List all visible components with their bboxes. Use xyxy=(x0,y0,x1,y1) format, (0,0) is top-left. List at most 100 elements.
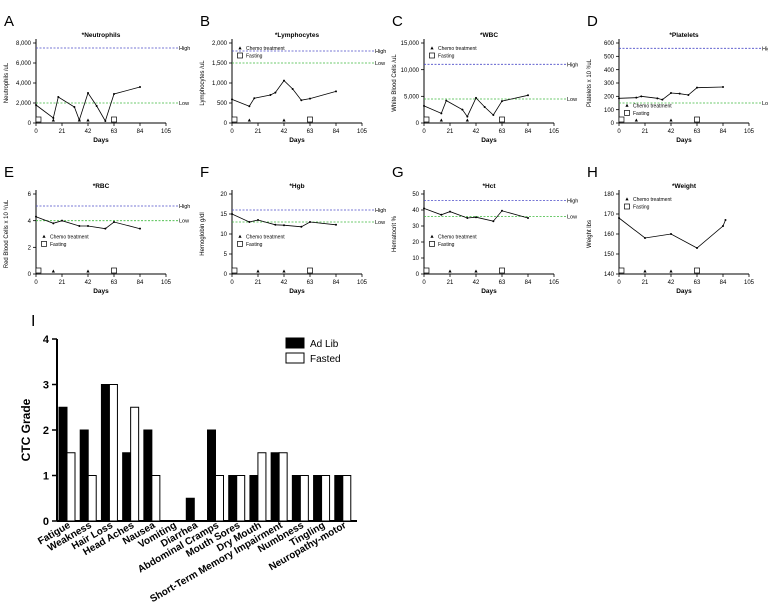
data-point xyxy=(696,86,698,89)
data-point xyxy=(113,221,115,223)
data-point xyxy=(52,117,55,119)
y-tick-label: 2 xyxy=(43,425,49,437)
data-point xyxy=(274,91,277,94)
fasting-marker xyxy=(618,267,625,274)
x-tick-label: 42 xyxy=(281,280,288,286)
x-tick-label: 84 xyxy=(137,129,144,135)
y-tick-label: 140 xyxy=(604,272,615,278)
legend-fasting-label: Fasting xyxy=(246,54,263,60)
x-tick-label: 42 xyxy=(473,280,480,286)
x-tick-label: 63 xyxy=(694,280,701,286)
data-point xyxy=(95,105,98,107)
bar-fasted xyxy=(66,452,76,522)
data-point xyxy=(57,96,60,98)
data-point xyxy=(248,221,251,223)
data-point xyxy=(722,86,724,88)
high-label: High xyxy=(762,46,768,52)
x-tick-label: 63 xyxy=(307,129,314,135)
data-series-line xyxy=(35,216,141,230)
x-tick-label: 105 xyxy=(744,280,755,286)
fasting-marker xyxy=(111,267,117,274)
x-tick-label: 0 xyxy=(422,129,426,135)
y-tick-label: 0 xyxy=(28,272,32,278)
y-axis-label: Hematocrit % xyxy=(392,215,398,252)
x-tick-label: 21 xyxy=(59,280,66,286)
y-tick-label: 0 xyxy=(28,121,32,127)
data-point xyxy=(670,233,672,235)
y-tick-label: 0 xyxy=(416,121,420,127)
data-point xyxy=(440,213,443,216)
data-point xyxy=(139,86,141,88)
data-point xyxy=(248,105,251,108)
fasting-marker xyxy=(231,267,238,274)
data-point xyxy=(501,100,503,103)
data-point xyxy=(492,114,495,116)
bar-ad-lib xyxy=(313,475,323,522)
legend-fasting-label: Fasting xyxy=(438,242,455,248)
low-label: Low xyxy=(567,214,577,220)
data-point xyxy=(656,97,659,100)
x-tick-label: 84 xyxy=(720,280,727,286)
panel-letter: B xyxy=(200,13,210,30)
y-tick-label: 6,000 xyxy=(16,61,32,67)
legend-chemo-icon xyxy=(238,46,242,50)
legend-fasting-label: Fasting xyxy=(246,242,263,248)
fasting-marker xyxy=(694,116,700,123)
data-point xyxy=(640,95,643,98)
legend-fasting-icon xyxy=(237,52,243,59)
data-point xyxy=(291,88,294,90)
fasting-marker xyxy=(307,267,313,274)
y-tick-label: 4 xyxy=(43,334,50,346)
panel-letter: I xyxy=(31,313,35,330)
y-tick-label: 30 xyxy=(412,224,419,230)
data-point xyxy=(300,225,303,228)
x-tick-label: 42 xyxy=(85,280,92,286)
x-tick-label: 63 xyxy=(111,129,118,135)
fasting-marker xyxy=(694,267,700,274)
y-tick-label: 6 xyxy=(28,192,32,198)
y-axis-label: Lymphocytes /uL xyxy=(200,60,206,106)
data-point xyxy=(283,79,285,82)
y-tick-label: 2 xyxy=(28,246,32,252)
data-series-line xyxy=(231,79,337,107)
legend-fasting-label: Fasting xyxy=(438,54,455,60)
legend-fasting-icon xyxy=(237,241,243,247)
bar-ad-lib xyxy=(122,452,132,522)
x-tick-label: 63 xyxy=(499,280,506,286)
panel-title: *Lymphocytes xyxy=(275,32,320,39)
bar-fasted xyxy=(278,452,288,522)
x-tick-label: 21 xyxy=(255,129,262,135)
y-tick-label: 170 xyxy=(604,212,615,218)
x-tick-label: 105 xyxy=(549,280,560,286)
y-tick-label: 10 xyxy=(220,232,227,238)
fasting-marker xyxy=(499,267,505,274)
x-tick-label: 63 xyxy=(111,280,118,286)
x-tick-label: 84 xyxy=(525,129,532,135)
legend-fasting-icon xyxy=(624,110,630,116)
chemo-marker xyxy=(86,269,90,273)
bar-fasted xyxy=(321,475,331,522)
data-point xyxy=(501,209,503,212)
data-series-line xyxy=(231,213,337,228)
data-point xyxy=(61,219,63,222)
panel-title: *Weight xyxy=(672,183,697,190)
x-tick-label: 84 xyxy=(333,280,340,286)
bar-fasted xyxy=(87,475,97,522)
fasting-marker xyxy=(35,267,42,274)
x-tick-label: 0 xyxy=(422,280,426,286)
panel-g: G *Hct 0 10 20 30 40 50 0 21 42 63 84 105 Days Hematocr… xyxy=(392,164,578,295)
data-point xyxy=(269,94,272,96)
bar-ad-lib xyxy=(58,406,68,522)
y-tick-label: 15 xyxy=(220,212,227,218)
low-label: Low xyxy=(375,220,385,226)
chemo-marker xyxy=(439,118,443,122)
data-point xyxy=(618,217,620,219)
chemo-marker xyxy=(77,118,81,122)
panel-b: B *Lymphocytes 0 500 1,000 1,500 2,000 0 21 42 63 8… xyxy=(200,13,386,144)
y-tick-label: 1,000 xyxy=(212,81,228,87)
x-tick-label: 42 xyxy=(668,280,675,286)
panel-f: F *Hgb 0 5 10 15 20 0 21 42 63 84 105 Days Hemoglobin … xyxy=(200,164,386,295)
data-point xyxy=(475,216,477,219)
chemo-marker xyxy=(51,269,55,273)
bar-ad-lib xyxy=(228,475,238,522)
